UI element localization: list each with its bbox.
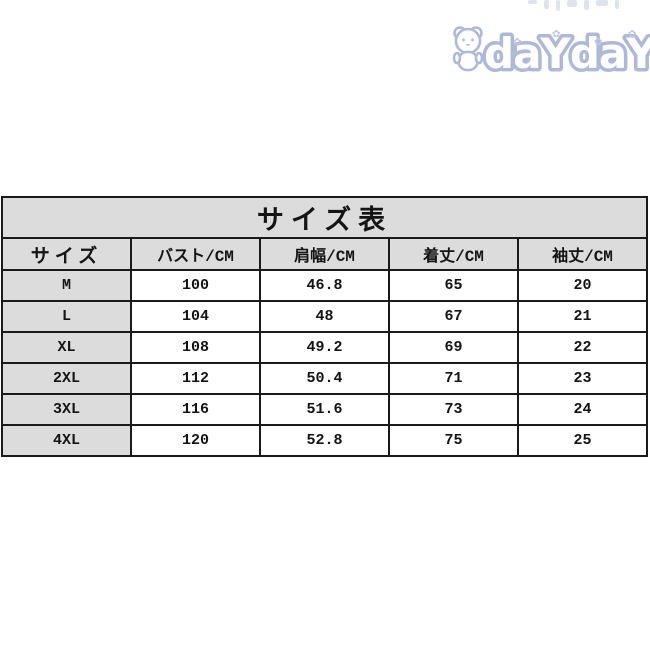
sleeve-value-cell: 20	[517, 269, 648, 302]
sleeve-value-cell: 21	[517, 300, 648, 333]
size-label-cell: L	[1, 300, 132, 333]
size-label-cell: XL	[1, 331, 132, 364]
table-row: 4XL 120 52.8 75 25	[1, 424, 648, 457]
length-value-cell: 73	[388, 393, 519, 426]
table-title-row: サイズ表	[1, 196, 648, 239]
shoulder-value-cell: 52.8	[259, 424, 390, 457]
length-value-cell: 71	[388, 362, 519, 395]
size-label-cell: 4XL	[1, 424, 132, 457]
flower-decoration-icon: ✿	[552, 29, 560, 40]
brand-logo-graphic: daYdaY ✿ ✿ ✿ ✿	[452, 26, 650, 82]
sleeve-value-cell: 23	[517, 362, 648, 395]
column-header-length: 着丈/CM	[388, 237, 519, 271]
mascot-face	[462, 38, 474, 46]
size-chart-table: サイズ表 サイズ バスト/CM 肩幅/CM 着丈/CM 袖丈/CM M 100 …	[1, 196, 648, 457]
shoulder-value-cell: 50.4	[259, 362, 390, 395]
size-label-cell: M	[1, 269, 132, 302]
brand-logo: daYdaY ✿ ✿ ✿ ✿	[450, 12, 650, 82]
table-header-row: サイズ バスト/CM 肩幅/CM 着丈/CM 袖丈/CM	[1, 237, 648, 271]
shoulder-value-cell: 51.6	[259, 393, 390, 426]
bust-value-cell: 120	[130, 424, 261, 457]
column-header-shoulder: 肩幅/CM	[259, 237, 390, 271]
bust-value-cell: 104	[130, 300, 261, 333]
brand-logo-text: daYdaY	[484, 29, 650, 78]
bust-value-cell: 116	[130, 393, 261, 426]
table-row: XL 108 49.2 69 22	[1, 331, 648, 364]
table-row: 2XL 112 50.4 71 23	[1, 362, 648, 395]
size-chart-title: サイズ表	[1, 196, 648, 239]
bust-value-cell: 100	[130, 269, 261, 302]
table-row: L 104 48 67 21	[1, 300, 648, 333]
flower-decoration-icon: ✿	[513, 37, 521, 48]
size-label-cell: 2XL	[1, 362, 132, 395]
bust-value-cell: 108	[130, 331, 261, 364]
column-header-sleeve: 袖丈/CM	[517, 237, 648, 271]
flower-decoration-icon: ✿	[628, 29, 636, 40]
faint-cropped-watermark	[528, 0, 648, 13]
column-header-size: サイズ	[1, 237, 132, 271]
shoulder-value-cell: 46.8	[259, 269, 390, 302]
column-header-bust: バスト/CM	[130, 237, 261, 271]
size-label-cell: 3XL	[1, 393, 132, 426]
length-value-cell: 67	[388, 300, 519, 333]
length-value-cell: 65	[388, 269, 519, 302]
length-value-cell: 75	[388, 424, 519, 457]
sleeve-value-cell: 24	[517, 393, 648, 426]
sleeve-value-cell: 22	[517, 331, 648, 364]
table-row: 3XL 116 51.6 73 24	[1, 393, 648, 426]
length-value-cell: 69	[388, 331, 519, 364]
sleeve-value-cell: 25	[517, 424, 648, 457]
shoulder-value-cell: 49.2	[259, 331, 390, 364]
bust-value-cell: 112	[130, 362, 261, 395]
shoulder-value-cell: 48	[259, 300, 390, 333]
baby-bear-mascot-icon	[452, 26, 484, 72]
flower-decoration-icon: ✿	[594, 37, 602, 48]
table-row: M 100 46.8 65 20	[1, 269, 648, 302]
